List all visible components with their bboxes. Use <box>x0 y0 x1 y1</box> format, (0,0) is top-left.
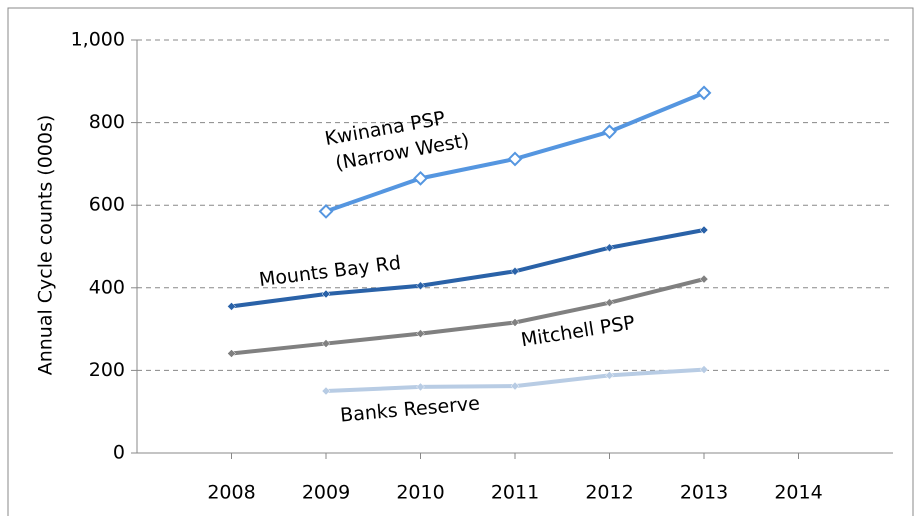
point-marker <box>318 203 334 219</box>
series-line <box>231 228 705 309</box>
x-tick-label: 2013 <box>680 482 728 504</box>
chart-frame <box>7 7 914 516</box>
point-marker <box>416 382 425 392</box>
y-tick-label: 200 <box>89 359 125 381</box>
point-marker <box>699 225 709 235</box>
x-tick-label: 2012 <box>585 482 633 504</box>
x-tick-label: 2014 <box>774 482 822 504</box>
series-label: Kwinana PSP (Narrow West) <box>323 103 471 175</box>
y-tick-label: 600 <box>89 194 125 216</box>
point-marker <box>602 124 617 140</box>
y-axis-title: Annual Cycle counts (000s) <box>35 115 57 376</box>
point-marker <box>699 274 709 284</box>
point-marker <box>321 386 331 396</box>
y-tick-label: 800 <box>89 111 125 133</box>
y-tick-label: 0 <box>113 442 125 464</box>
x-tick-label: 2008 <box>207 482 255 504</box>
point-marker <box>227 349 236 358</box>
point-marker <box>605 298 614 308</box>
point-marker <box>510 318 520 327</box>
point-marker <box>605 371 614 380</box>
point-marker <box>696 85 712 101</box>
series-label: Banks Reserve <box>339 392 480 426</box>
y-tick-label: 400 <box>89 276 125 298</box>
point-marker <box>321 289 331 299</box>
series-label: Mounts Bay Rd <box>258 252 402 291</box>
point-marker <box>416 281 425 291</box>
point-marker <box>699 365 709 374</box>
point-marker <box>507 151 523 167</box>
point-marker <box>510 381 520 391</box>
point-marker <box>413 170 428 186</box>
x-tick-label: 2009 <box>302 482 350 504</box>
point-marker <box>510 266 520 276</box>
point-marker <box>605 243 614 253</box>
point-marker <box>416 329 425 338</box>
point-marker <box>321 339 331 348</box>
y-tick-label: 1,000 <box>71 29 125 51</box>
x-tick-label: 2011 <box>491 482 539 504</box>
point-marker <box>227 302 236 311</box>
series-line <box>231 277 705 356</box>
x-tick-label: 2010 <box>396 482 444 504</box>
